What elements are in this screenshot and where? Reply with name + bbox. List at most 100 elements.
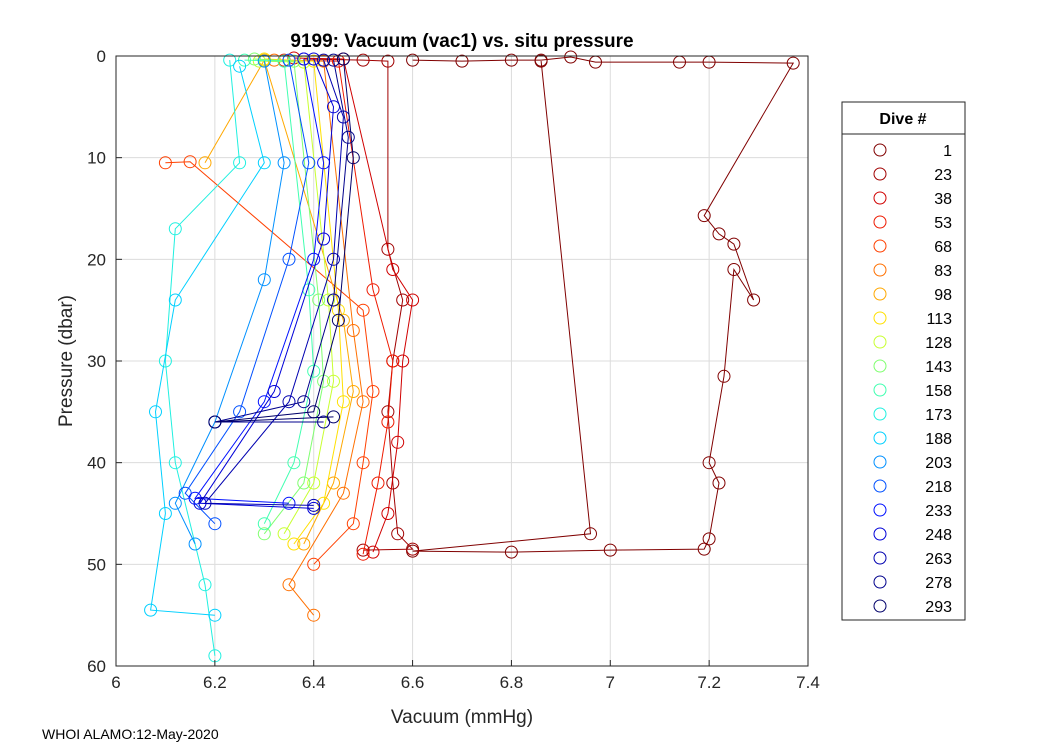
x-axis: 6 6.2 6.4 6.6 6.8 7 7.2 7.4	[111, 660, 820, 692]
legend-marker	[873, 383, 887, 397]
data-point	[356, 547, 370, 561]
data-point	[327, 252, 340, 266]
data-point	[257, 273, 271, 287]
data-point	[327, 374, 340, 388]
data-point	[277, 54, 291, 68]
series-line	[293, 57, 414, 553]
data-point	[307, 52, 321, 66]
legend-marker	[873, 287, 887, 301]
legend-label: 293	[925, 599, 952, 616]
data-point	[144, 603, 158, 617]
data-point	[346, 385, 360, 398]
legend-label: 83	[934, 263, 952, 280]
legend-label: 128	[925, 335, 952, 352]
legend-label: 68	[934, 239, 952, 256]
data-point	[297, 476, 311, 490]
legend-marker	[873, 239, 887, 253]
legend-label: 143	[925, 359, 952, 376]
legend-marker	[873, 503, 887, 517]
data-point	[356, 543, 370, 557]
legend-label: 203	[925, 455, 952, 472]
data-point	[381, 507, 395, 520]
x-tick-label: 6.2	[203, 673, 227, 692]
data-point	[198, 496, 212, 510]
series-68	[158, 155, 380, 571]
legend-marker	[873, 431, 887, 445]
legend-items: 1 23 38 53 68 83 98 113 128 143 158 173 188 203 218 233…	[873, 143, 952, 616]
legend-marker	[873, 359, 887, 373]
y-tick-label: 60	[87, 657, 106, 676]
data-point	[233, 59, 247, 73]
data-point	[168, 293, 182, 307]
data-point	[406, 53, 420, 67]
chart-title: 9199: Vacuum (vac1) vs. situ pressure	[290, 31, 633, 52]
legend-label: 278	[925, 575, 952, 592]
data-point	[282, 53, 296, 67]
data-point	[277, 527, 291, 541]
legend-marker	[873, 455, 887, 469]
series-188	[144, 59, 271, 622]
data-point	[504, 53, 518, 67]
data-point	[786, 56, 800, 70]
data-point	[307, 501, 321, 515]
data-point	[356, 395, 370, 409]
data-point	[727, 263, 741, 276]
data-point	[697, 542, 711, 556]
data-point	[247, 52, 261, 66]
x-tick-label: 6.8	[500, 673, 524, 692]
data-point	[257, 395, 271, 409]
data-point	[406, 542, 420, 556]
data-point	[198, 156, 212, 170]
data-point	[336, 486, 350, 500]
data-point	[257, 54, 271, 68]
series-line	[204, 58, 354, 545]
data-point	[158, 507, 172, 520]
data-point	[336, 395, 350, 409]
data-point	[208, 608, 222, 622]
data-point	[257, 156, 271, 170]
data-point	[455, 54, 469, 68]
data-point	[712, 476, 726, 490]
data-point	[188, 537, 202, 551]
legend-marker	[873, 167, 887, 181]
series-line	[412, 56, 795, 553]
y-tick-label: 40	[87, 454, 106, 473]
legend-marker	[873, 575, 887, 589]
x-tick-label: 6.4	[302, 673, 326, 692]
data-point	[277, 156, 291, 170]
legend-label: 113	[926, 311, 952, 328]
legend-marker	[873, 143, 887, 157]
data-point	[327, 293, 340, 307]
legend-marker	[873, 215, 887, 229]
data-point	[297, 52, 311, 66]
data-point	[257, 517, 271, 531]
x-axis-label: Vacuum (mmHg)	[391, 707, 533, 728]
data-point	[381, 415, 395, 429]
data-point	[297, 395, 311, 409]
data-point	[307, 252, 321, 266]
series-line	[150, 66, 265, 616]
series-line	[214, 58, 354, 423]
x-tick-label: 6.6	[401, 673, 425, 692]
data-point	[307, 608, 321, 622]
data-point	[267, 385, 281, 398]
data-point	[391, 527, 405, 541]
data-point	[346, 151, 360, 165]
y-axis: 0 10 20 30 40 50 60	[87, 47, 122, 676]
data-point	[702, 456, 716, 470]
legend-marker	[873, 551, 887, 565]
legend-marker	[873, 311, 887, 325]
legend-box	[841, 101, 966, 621]
legend-label: 98	[934, 287, 952, 304]
data-point	[282, 496, 296, 510]
data-point	[297, 537, 311, 551]
data-point	[346, 517, 360, 531]
data-point	[727, 237, 741, 251]
legend-label: 248	[925, 527, 952, 544]
legend-label: 38	[934, 191, 952, 208]
data-point	[504, 545, 518, 559]
series-line	[184, 60, 310, 525]
legend-label: 218	[925, 479, 952, 496]
data-point	[317, 232, 331, 246]
